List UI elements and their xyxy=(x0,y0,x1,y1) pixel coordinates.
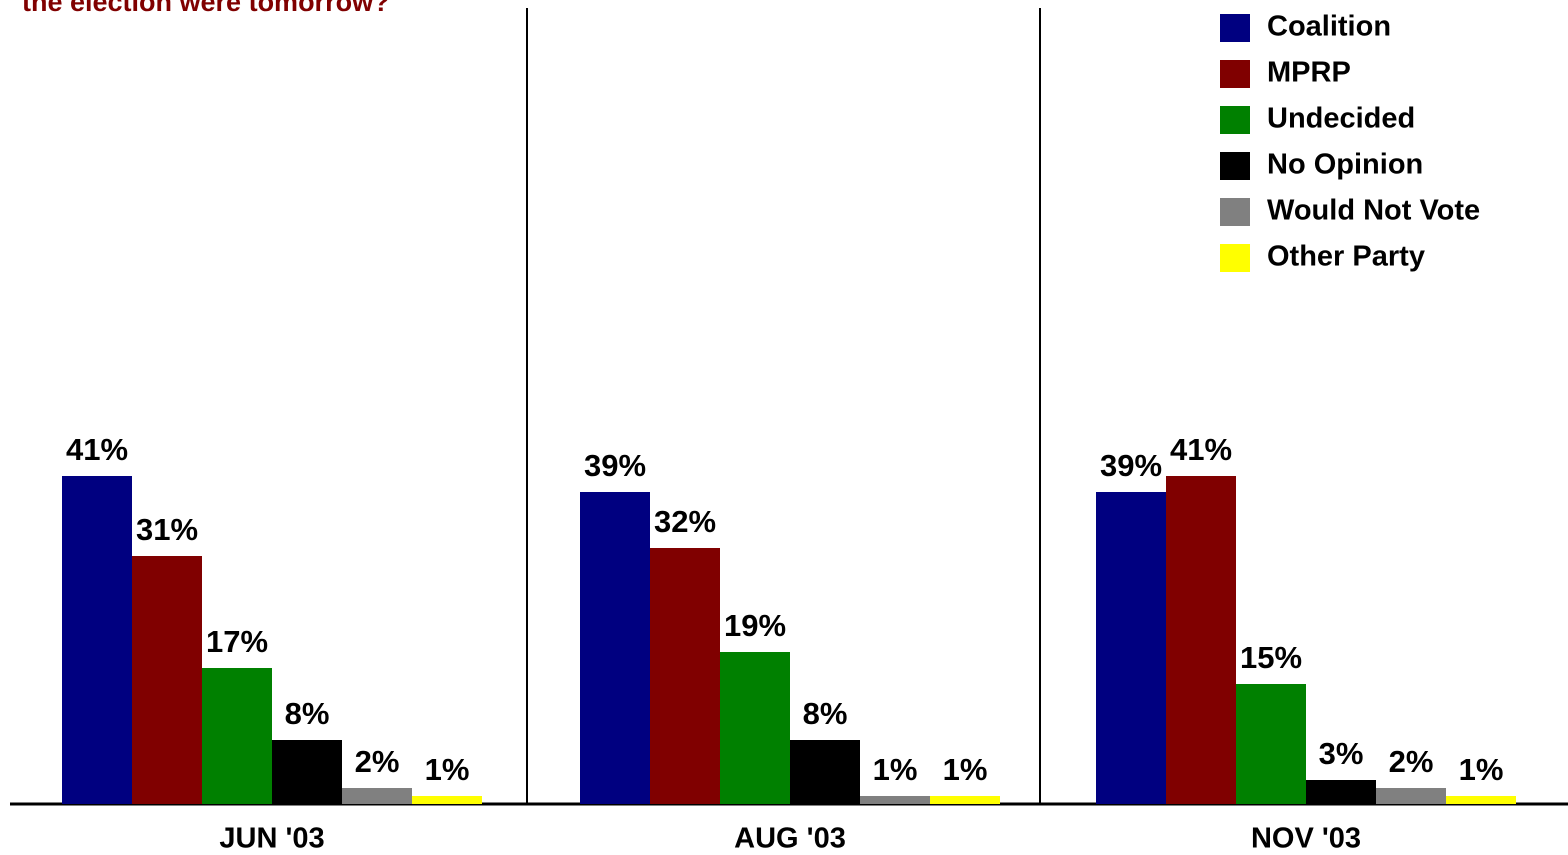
data-label: 17% xyxy=(206,624,268,659)
bar xyxy=(1376,788,1446,804)
legend-label: No Opinion xyxy=(1267,149,1423,181)
x-tick-label: NOV '03 xyxy=(1251,823,1361,855)
data-label: 31% xyxy=(136,512,198,547)
data-label: 32% xyxy=(654,504,716,539)
bar xyxy=(580,492,650,804)
data-label: 19% xyxy=(724,608,786,643)
legend-label: Coalition xyxy=(1267,11,1391,43)
legend-label: Would Not Vote xyxy=(1267,195,1480,227)
chart-title: the election were tomorrow? xyxy=(22,0,390,17)
legend-swatch xyxy=(1220,244,1250,272)
legend-label: MPRP xyxy=(1267,57,1351,89)
legend-label: Undecided xyxy=(1267,103,1415,135)
bar xyxy=(1166,476,1236,804)
data-label: 2% xyxy=(1389,744,1434,779)
legend-swatch xyxy=(1220,198,1250,226)
x-tick-label: JUN '03 xyxy=(219,823,324,855)
bar xyxy=(62,476,132,804)
bar xyxy=(1096,492,1166,804)
x-tick-label: AUG '03 xyxy=(734,823,846,855)
data-label: 39% xyxy=(1100,448,1162,483)
data-label: 8% xyxy=(285,696,330,731)
data-label: 8% xyxy=(803,696,848,731)
data-label: 3% xyxy=(1319,736,1364,771)
bar xyxy=(1306,780,1376,804)
bar xyxy=(1236,684,1306,804)
legend-swatch xyxy=(1220,106,1250,134)
bar xyxy=(342,788,412,804)
legend-swatch xyxy=(1220,152,1250,180)
bar xyxy=(790,740,860,804)
bar xyxy=(132,556,202,804)
data-label: 41% xyxy=(66,432,128,467)
data-label: 41% xyxy=(1170,432,1232,467)
legend-label: Other Party xyxy=(1267,241,1425,273)
bar xyxy=(930,796,1000,804)
bar xyxy=(720,652,790,804)
data-label: 1% xyxy=(425,752,470,787)
bar xyxy=(202,668,272,804)
legend-swatch xyxy=(1220,14,1250,42)
data-label: 2% xyxy=(355,744,400,779)
data-label: 39% xyxy=(584,448,646,483)
bar xyxy=(272,740,342,804)
data-label: 1% xyxy=(943,752,988,787)
bar xyxy=(1446,796,1516,804)
legend-swatch xyxy=(1220,60,1250,88)
data-label: 15% xyxy=(1240,640,1302,675)
data-label: 1% xyxy=(1459,752,1504,787)
bar xyxy=(860,796,930,804)
data-label: 1% xyxy=(873,752,918,787)
bar xyxy=(412,796,482,804)
bar xyxy=(650,548,720,804)
